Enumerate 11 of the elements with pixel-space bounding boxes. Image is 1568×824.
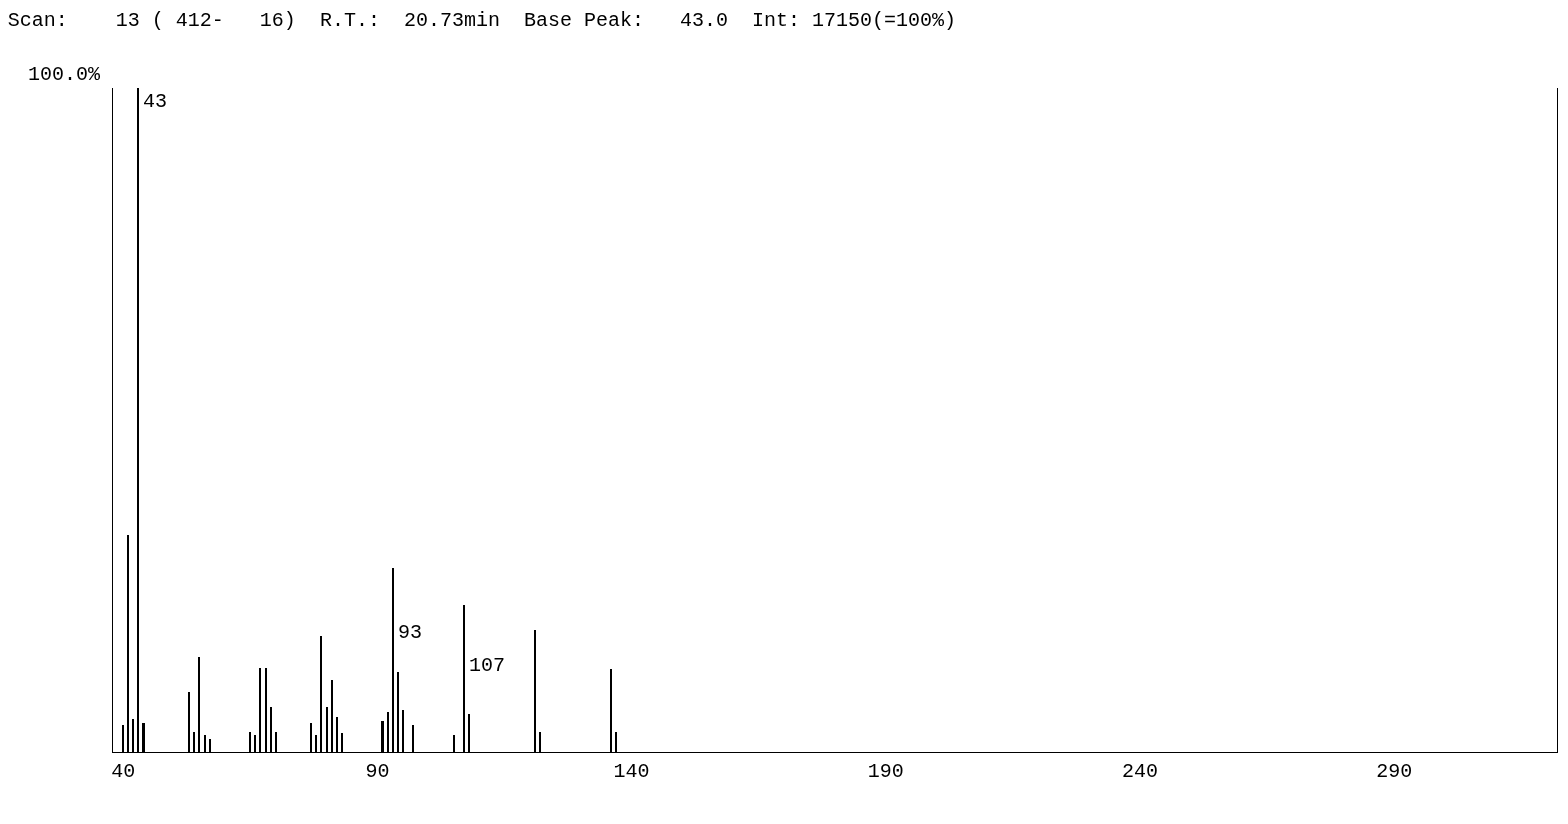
- x-tick-label: 90: [365, 760, 390, 783]
- text: 100.0%: [28, 63, 102, 86]
- x-tick-label: 290: [1376, 760, 1413, 783]
- annotation: 107: [469, 654, 506, 677]
- annotation: 43: [143, 90, 168, 113]
- x-tick-label: 140: [613, 760, 650, 783]
- x-tick-label: 190: [867, 760, 904, 783]
- annotation: 93: [398, 621, 423, 644]
- chart-title: Scan: 13 ( 412- 16) R.T.: 20.73min Base Peak: 43.0 Int: 17150(=100%): [7, 9, 956, 33]
- x-tick-label: 240: [1122, 760, 1159, 783]
- x-tick-label: 40: [111, 760, 136, 783]
